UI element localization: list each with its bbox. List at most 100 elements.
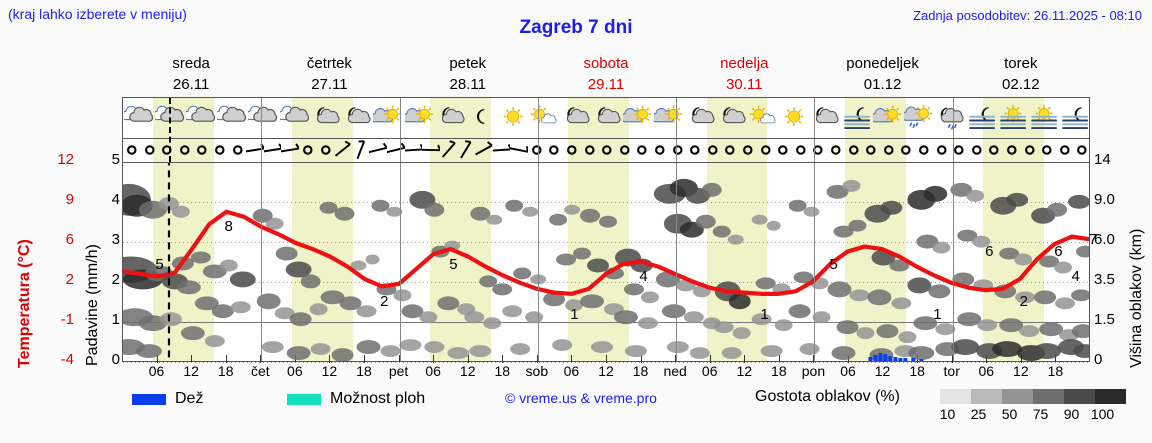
time-axis-label-7: pet bbox=[388, 363, 409, 379]
cloud-blob bbox=[637, 317, 658, 330]
time-axis-tick-15 bbox=[675, 355, 677, 363]
wind-barb-calm-3 bbox=[179, 145, 190, 155]
cloud-blob bbox=[604, 303, 624, 316]
time-axis-tick-1 bbox=[191, 355, 193, 363]
wind-barb-21 bbox=[492, 143, 511, 152]
precip-bar bbox=[868, 357, 873, 361]
cloud-blob bbox=[923, 185, 948, 202]
cloud-blob bbox=[123, 308, 153, 327]
cloud-blob bbox=[522, 206, 539, 217]
day-header-3: sobota 29.11 bbox=[537, 52, 675, 96]
time-axis-tick-3 bbox=[260, 355, 262, 363]
wind-barb-calm-24 bbox=[549, 145, 559, 155]
cloud-blob bbox=[640, 291, 659, 304]
wind-barb-calm-1 bbox=[144, 145, 155, 155]
precip-bar bbox=[883, 354, 888, 361]
wind-barb-cell-27 bbox=[598, 139, 616, 161]
precipitation-axis-ticks: 5 4 3 2 1 0 bbox=[84, 151, 120, 370]
wind-barb-calm-10 bbox=[303, 145, 313, 155]
cloud-blob bbox=[951, 339, 980, 356]
wind-barb-15 bbox=[387, 142, 405, 154]
wind-barb-calm-50 bbox=[1007, 145, 1017, 155]
wind-barb-calm-40 bbox=[831, 145, 841, 155]
moon-fog-icon bbox=[968, 107, 995, 130]
wind-barb-calm-43 bbox=[883, 145, 894, 155]
time-axis-label-21: 12 bbox=[874, 363, 891, 379]
time-axis-tick-18 bbox=[778, 355, 780, 363]
wind-barb-calm-5 bbox=[215, 145, 225, 155]
wind-barb-12 bbox=[335, 140, 351, 157]
cloud-blob bbox=[848, 219, 867, 232]
time-axis-label-4: 06 bbox=[287, 363, 303, 379]
wind-barb-cell-28 bbox=[616, 139, 634, 161]
rain-swatch bbox=[132, 393, 166, 405]
cloud-blob bbox=[230, 301, 251, 314]
cloud-blob bbox=[1014, 253, 1033, 266]
moon-cloud-icon bbox=[597, 107, 621, 124]
temperature-point-label-6: 1 bbox=[760, 305, 769, 323]
precipitation-tick-5: 0 bbox=[111, 351, 120, 368]
cloud-blob bbox=[1034, 290, 1057, 305]
cloud-blob bbox=[891, 297, 912, 310]
time-axis-label-24: 06 bbox=[978, 363, 995, 379]
cloud-blob bbox=[831, 346, 856, 361]
calm-wind-icon bbox=[197, 145, 207, 155]
weather-icon-cell-18 bbox=[685, 100, 716, 136]
calm-wind-icon bbox=[655, 145, 665, 155]
calm-wind-icon bbox=[215, 145, 225, 155]
temperature-tick-0: 12 bbox=[57, 151, 74, 168]
precip-bar bbox=[873, 355, 878, 361]
time-axis-label-3: čet bbox=[250, 363, 270, 379]
moon-icon bbox=[476, 109, 485, 124]
cloud-blob bbox=[755, 277, 776, 290]
day-date: 28.11 bbox=[449, 76, 486, 93]
cloud-density-box-4 bbox=[1064, 389, 1095, 404]
temperature-axis-title: Temperatura (°C) bbox=[16, 239, 33, 368]
wind-barb-calm-51 bbox=[1024, 145, 1035, 155]
cloud-blob bbox=[788, 304, 811, 319]
moon-fog-icon bbox=[843, 107, 870, 130]
precip-bar bbox=[878, 353, 883, 361]
location-menu-note[interactable]: (kraj lahko izberete v meniju) bbox=[8, 6, 187, 22]
weather-icon-cell-17 bbox=[654, 100, 685, 136]
cloud-blob bbox=[799, 343, 820, 356]
time-axis-tick-23 bbox=[951, 355, 953, 363]
day-date: 01.12 bbox=[863, 76, 902, 93]
time-axis-label-23: tor bbox=[943, 363, 960, 379]
wind-barb-cell-35 bbox=[739, 139, 757, 161]
time-axis-tick-19 bbox=[813, 355, 815, 363]
cloud-blob bbox=[424, 202, 445, 217]
precip-bar bbox=[911, 358, 916, 361]
time-axis-label-14: 18 bbox=[632, 363, 649, 379]
cloud-blob bbox=[219, 259, 238, 272]
calm-wind-icon bbox=[144, 145, 155, 155]
calm-wind-icon bbox=[971, 145, 982, 155]
cloud-blob bbox=[492, 283, 513, 296]
cloud-blob bbox=[564, 204, 581, 215]
wind-barb-cell-2 bbox=[158, 139, 176, 161]
cloud-blob bbox=[159, 312, 182, 327]
cloud-blob bbox=[701, 182, 722, 197]
cloud-density-box-3 bbox=[1033, 389, 1064, 404]
now-line-upper bbox=[169, 98, 172, 162]
time-axis-tick-11 bbox=[536, 355, 538, 363]
cloud-blob bbox=[760, 345, 783, 358]
wind-barb-cell-25 bbox=[563, 139, 581, 161]
temperature-axis-ticks: 12 9 6 2 -1 -4 bbox=[34, 151, 74, 370]
temperature-point-label-10: 2 bbox=[1019, 293, 1029, 310]
precip-bar bbox=[919, 359, 924, 361]
wind-barb-row bbox=[123, 138, 1089, 162]
wind-barb-cell-5 bbox=[211, 139, 229, 161]
precip-bar bbox=[893, 357, 898, 361]
cloud-blob bbox=[669, 178, 698, 197]
cloud-blob bbox=[319, 201, 338, 214]
temperature-point-label-11: 6 bbox=[1054, 243, 1063, 260]
wind-barb-calm-39 bbox=[813, 145, 823, 155]
wind-barb-cell-18 bbox=[440, 139, 458, 161]
cloud-blob bbox=[1031, 207, 1056, 224]
wind-barb-calm-34 bbox=[725, 145, 735, 155]
cloud-blob bbox=[908, 346, 935, 361]
weather-icon-cell-12 bbox=[498, 100, 529, 136]
copyright-link[interactable]: © vreme.us & vreme.pro bbox=[505, 390, 657, 406]
